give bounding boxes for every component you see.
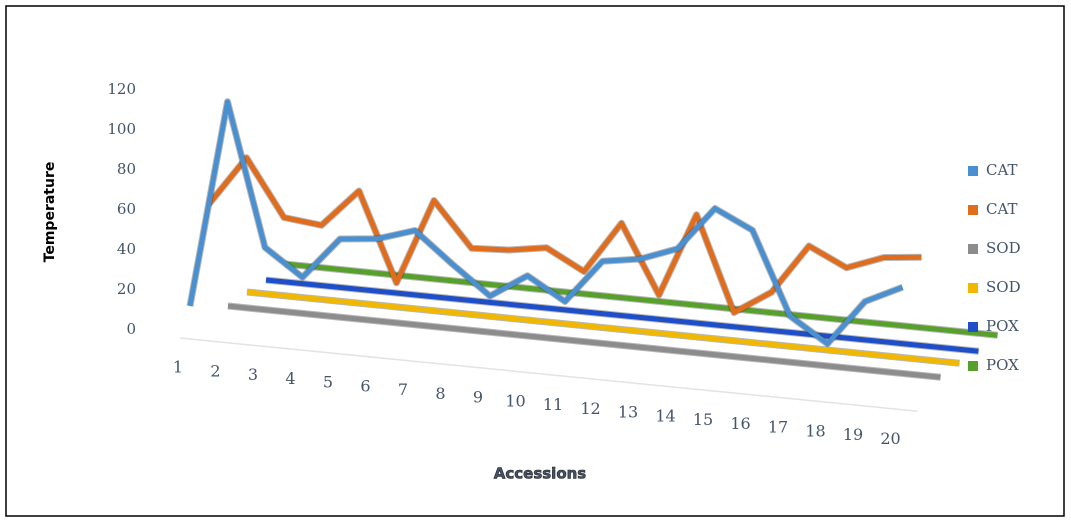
legend-swatch <box>968 244 978 254</box>
x-tick-label: 2 <box>210 361 220 380</box>
legend-swatch <box>968 322 978 332</box>
series-line <box>246 289 960 366</box>
y-tick-label: 80 <box>117 160 136 178</box>
x-tick-label: 19 <box>843 425 863 444</box>
legend-label: SOD <box>986 278 1021 296</box>
x-tick-label: 4 <box>285 369 295 388</box>
series-line <box>207 155 922 315</box>
x-tick-label: 9 <box>473 388 483 407</box>
x-tick-label: 14 <box>655 406 675 425</box>
y-tick-label: 0 <box>126 320 136 338</box>
x-tick-label: 5 <box>323 373 333 392</box>
x-tick-label: 15 <box>693 410 713 429</box>
legend-swatch <box>968 361 978 371</box>
legend-label: POX <box>986 356 1019 374</box>
legend-label: CAT <box>986 161 1018 179</box>
x-tick-label: 7 <box>398 380 408 399</box>
series-line <box>265 277 979 354</box>
series-line <box>187 99 904 347</box>
x-tick-label: 17 <box>768 418 788 437</box>
series-line <box>284 261 998 338</box>
x-tick-label: 6 <box>360 376 370 395</box>
x-tick-label: 8 <box>435 384 445 403</box>
x-tick-label: 12 <box>580 399 600 418</box>
x-tick-label: 1 <box>173 358 183 377</box>
x-tick-label: 3 <box>248 365 258 384</box>
y-tick-label: 120 <box>107 80 136 98</box>
series-line <box>227 303 941 380</box>
legend-label: SOD <box>986 239 1021 257</box>
y-tick-label: 20 <box>117 280 136 298</box>
y-axis-title: Temperature <box>42 162 58 263</box>
x-tick-label: 16 <box>730 414 750 433</box>
x-tick-label: 11 <box>543 395 563 414</box>
legend-label: POX <box>986 317 1019 335</box>
x-axis-title: Accessions <box>494 465 587 483</box>
x-tick-label: 18 <box>805 421 825 440</box>
legend-swatch <box>968 205 978 215</box>
chart-border <box>5 5 1065 517</box>
y-tick-label: 60 <box>117 200 136 218</box>
x-tick-label: 20 <box>880 429 900 448</box>
y-tick-label: 100 <box>107 120 136 138</box>
x-tick-label: 10 <box>505 391 525 410</box>
y-tick-label: 40 <box>117 240 136 258</box>
x-tick-label: 13 <box>618 403 638 422</box>
legend-swatch <box>968 166 978 176</box>
floor-edge <box>179 337 918 412</box>
legend-label: CAT <box>986 200 1018 218</box>
legend-swatch <box>968 283 978 293</box>
